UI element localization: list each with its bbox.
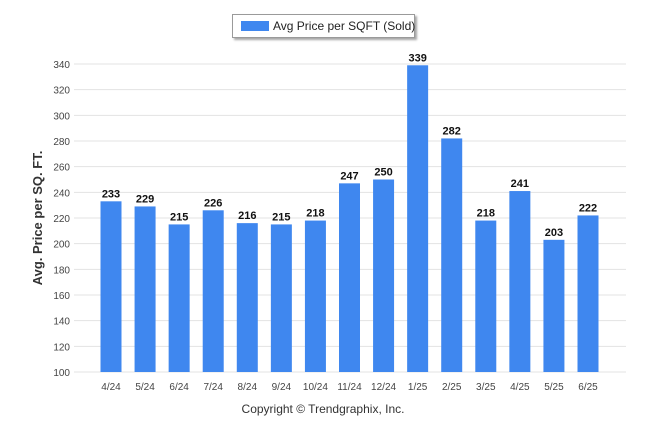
bar	[373, 179, 395, 372]
bar-value-label: 233	[102, 188, 120, 200]
bar-value-label: 250	[374, 167, 392, 179]
copyright-text: Copyright © Trendgraphix, Inc.	[241, 402, 405, 416]
y-axis-ticks: 100 120 140 160 180 200 220 240 260 280 300 320 340	[53, 60, 70, 379]
bar	[475, 220, 497, 372]
x-axis-ticks: 4/24 5/24 6/24 7/24 8/24 9/24 10/24 11/24 12/24 1…	[101, 382, 598, 393]
bar	[543, 239, 565, 372]
bars	[100, 65, 599, 373]
bar	[270, 224, 292, 372]
y-tick-label: 240	[53, 188, 70, 199]
bar	[509, 191, 531, 372]
bar-value-label: 247	[340, 170, 358, 182]
bar-value-label: 218	[477, 208, 495, 220]
bar	[168, 224, 190, 372]
bar-value-label: 216	[238, 210, 256, 222]
y-tick-label: 300	[53, 111, 70, 122]
x-tick-label: 5/24	[135, 382, 155, 393]
x-tick-label: 4/25	[510, 382, 530, 393]
bar	[134, 206, 156, 372]
bar	[202, 210, 224, 372]
bar-value-label: 241	[511, 178, 529, 190]
y-tick-label: 340	[53, 60, 70, 71]
bar	[236, 223, 258, 372]
legend-swatch	[241, 21, 269, 31]
y-tick-label: 120	[53, 342, 70, 353]
x-tick-label: 2/25	[442, 382, 462, 393]
y-tick-label: 260	[53, 163, 70, 174]
x-tick-label: 4/24	[101, 382, 121, 393]
bar-value-label: 282	[443, 125, 461, 137]
x-tick-label: 6/25	[578, 382, 598, 393]
legend: Avg Price per SQFT (Sold)	[232, 14, 415, 38]
bar	[441, 138, 463, 372]
bar-value-label: 215	[272, 211, 290, 223]
x-tick-label: 6/24	[169, 382, 189, 393]
x-tick-label: 3/25	[476, 382, 496, 393]
x-tick-label: 1/25	[408, 382, 428, 393]
y-tick-label: 160	[53, 291, 70, 302]
x-tick-label: 11/24	[337, 382, 362, 393]
bar-value-label: 226	[204, 197, 222, 209]
y-tick-label: 140	[53, 317, 70, 328]
y-tick-label: 280	[53, 137, 70, 148]
y-tick-label: 320	[53, 86, 70, 97]
bar	[339, 183, 360, 372]
bar-value-label: 222	[579, 202, 597, 214]
y-tick-label: 100	[53, 368, 70, 379]
bar	[577, 215, 599, 372]
bar	[100, 201, 122, 372]
x-tick-label: 8/24	[238, 382, 258, 393]
y-tick-label: 220	[53, 214, 70, 225]
bar	[407, 65, 429, 373]
x-tick-label: 5/25	[544, 382, 564, 393]
bar-value-label: 215	[170, 211, 188, 223]
x-tick-label: 7/24	[203, 382, 223, 393]
y-axis-title: Avg. Price per SQ. FT.	[30, 151, 45, 286]
data-labels: 233 229 215 226 216 215 218 247 250 339 282 218 241 2…	[102, 52, 597, 239]
x-tick-label: 12/24	[371, 382, 396, 393]
bar	[304, 220, 326, 372]
y-tick-label: 180	[53, 265, 70, 276]
x-tick-label: 10/24	[303, 382, 328, 393]
legend-label: Avg Price per SQFT (Sold)	[273, 19, 416, 33]
bar-value-label: 339	[408, 52, 426, 64]
bar-value-label: 229	[136, 193, 154, 205]
bar-value-label: 218	[306, 208, 324, 220]
x-tick-label: 9/24	[272, 382, 292, 393]
y-tick-label: 200	[53, 240, 70, 251]
bar-value-label: 203	[545, 227, 563, 239]
